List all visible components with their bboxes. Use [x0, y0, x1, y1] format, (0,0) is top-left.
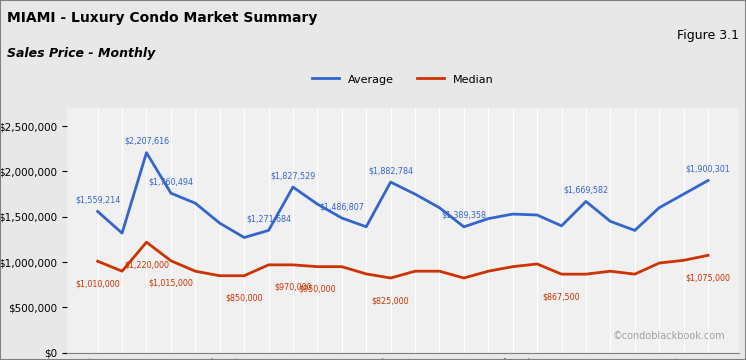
- Median: [484, 269, 493, 273]
- Median: [557, 272, 566, 276]
- Average: [362, 225, 371, 229]
- Median: [581, 272, 590, 276]
- Average: [484, 216, 493, 221]
- Text: $1,010,000: $1,010,000: [75, 279, 120, 288]
- Median: [191, 269, 200, 273]
- Average: [703, 178, 712, 183]
- Text: $950,000: $950,000: [298, 285, 336, 294]
- Average: [216, 221, 225, 225]
- Text: $1,900,301: $1,900,301: [686, 165, 730, 174]
- Text: $825,000: $825,000: [372, 296, 410, 305]
- Average: [655, 206, 664, 210]
- Average: [386, 180, 395, 184]
- Median: [606, 269, 615, 273]
- Median: [362, 272, 371, 276]
- Text: $1,486,807: $1,486,807: [319, 202, 364, 211]
- Average: [557, 224, 566, 228]
- Median: [239, 274, 248, 278]
- Text: $1,559,214: $1,559,214: [75, 195, 120, 204]
- Text: ©condoblackbook.com: ©condoblackbook.com: [612, 330, 725, 341]
- Average: [93, 209, 102, 213]
- Median: [630, 272, 639, 276]
- Legend: Average, Median: Average, Median: [307, 69, 498, 89]
- Median: [289, 263, 298, 267]
- Average: [606, 219, 615, 224]
- Text: $850,000: $850,000: [225, 294, 263, 303]
- Median: [142, 240, 151, 244]
- Text: $1,075,000: $1,075,000: [686, 273, 730, 282]
- Median: [655, 261, 664, 265]
- Average: [289, 185, 298, 189]
- Median: [435, 269, 444, 273]
- Average: [142, 150, 151, 155]
- Median: [508, 265, 517, 269]
- Text: $1,220,000: $1,220,000: [124, 260, 169, 269]
- Median: [313, 265, 322, 269]
- Text: $1,760,494: $1,760,494: [148, 177, 193, 186]
- Median: [410, 269, 419, 273]
- Text: $2,207,616: $2,207,616: [124, 137, 169, 146]
- Text: Figure 3.1: Figure 3.1: [677, 29, 739, 42]
- Average: [337, 216, 346, 220]
- Median: [216, 274, 225, 278]
- Text: $1,015,000: $1,015,000: [148, 279, 193, 288]
- Median: [703, 253, 712, 257]
- Average: [460, 225, 468, 229]
- Average: [630, 228, 639, 233]
- Average: [435, 206, 444, 210]
- Text: $1,669,582: $1,669,582: [563, 185, 609, 194]
- Median: [118, 269, 127, 273]
- Average: [166, 191, 175, 195]
- Average: [118, 231, 127, 235]
- Average: [264, 228, 273, 233]
- Median: [460, 276, 468, 280]
- Text: $1,271,684: $1,271,684: [246, 215, 291, 224]
- Median: [264, 263, 273, 267]
- Median: [533, 262, 542, 266]
- Text: $1,389,358: $1,389,358: [442, 211, 486, 220]
- Text: $1,882,784: $1,882,784: [368, 166, 413, 175]
- Text: MIAMI - Luxury Condo Market Summary: MIAMI - Luxury Condo Market Summary: [7, 11, 318, 25]
- Median: [679, 258, 688, 262]
- Median: [93, 259, 102, 264]
- Average: [191, 201, 200, 205]
- Text: Sales Price - Monthly: Sales Price - Monthly: [7, 47, 156, 60]
- Average: [679, 192, 688, 196]
- Line: Median: Median: [98, 242, 708, 278]
- Median: [166, 258, 175, 263]
- Average: [239, 235, 248, 240]
- Text: $1,827,529: $1,827,529: [270, 171, 316, 180]
- Line: Average: Average: [98, 153, 708, 238]
- Average: [508, 212, 517, 216]
- Average: [313, 202, 322, 206]
- Text: $970,000: $970,000: [275, 283, 312, 292]
- Text: $867,500: $867,500: [543, 292, 580, 301]
- Median: [337, 265, 346, 269]
- Average: [581, 199, 590, 204]
- Average: [410, 192, 419, 196]
- Average: [533, 213, 542, 217]
- Median: [386, 276, 395, 280]
